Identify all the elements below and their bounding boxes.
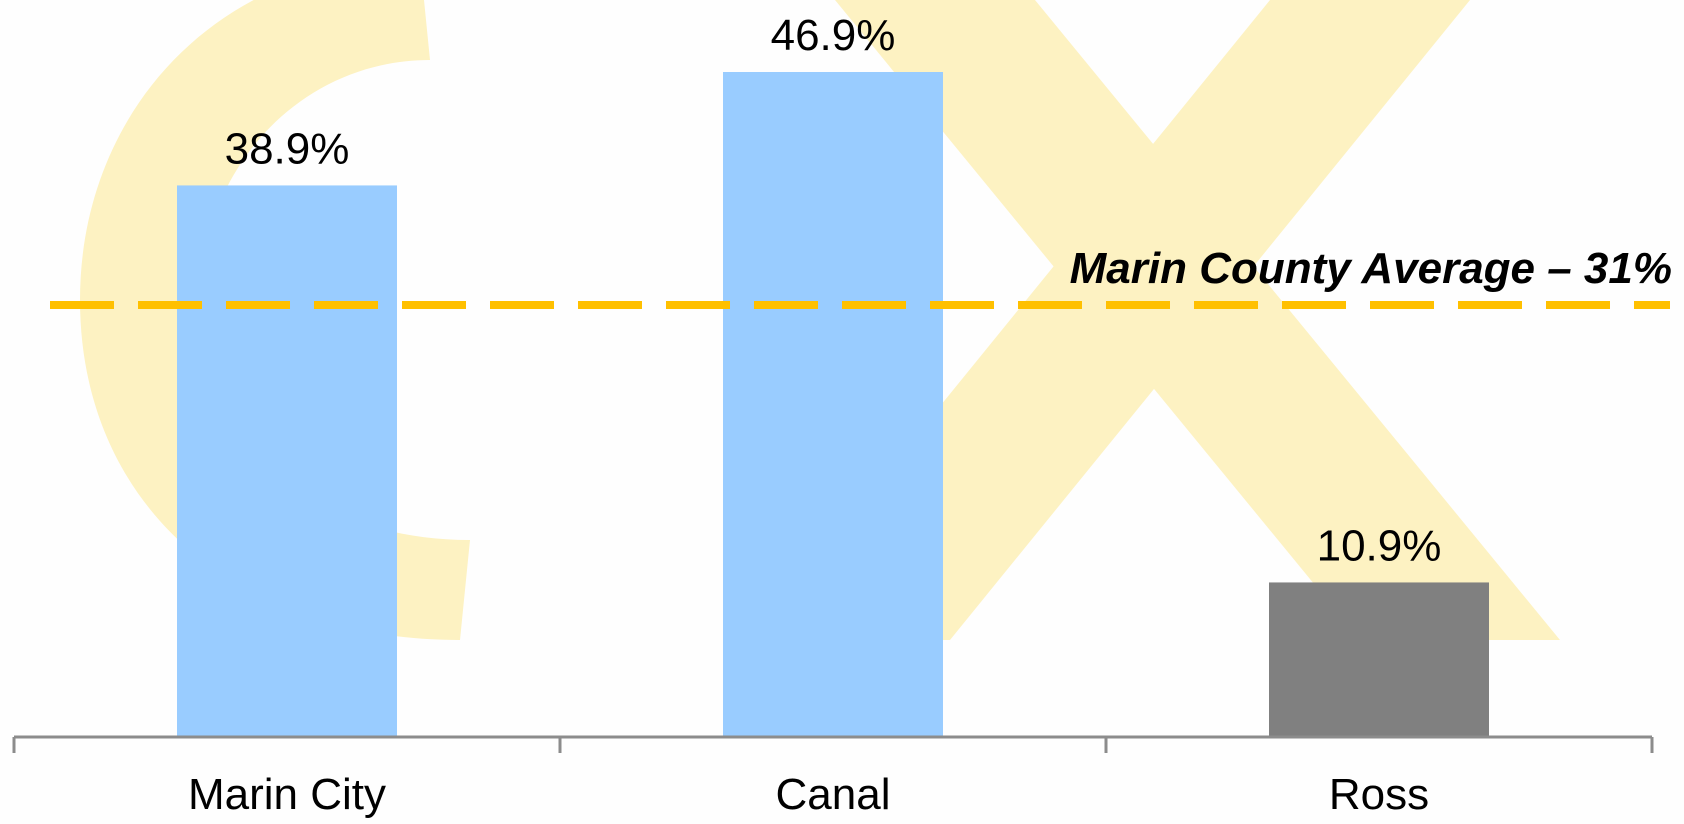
value-label-canal: 46.9% — [771, 11, 896, 60]
value-label-ross: 10.9% — [1317, 521, 1442, 570]
average-reference-label: Marin County Average – 31% — [1070, 244, 1672, 293]
bar-marin-city — [177, 185, 397, 737]
category-label-canal: Canal — [776, 770, 891, 819]
category-label-marin-city: Marin City — [188, 770, 386, 819]
value-label-marin-city: 38.9% — [225, 124, 350, 173]
bar-ross — [1269, 582, 1489, 737]
category-label-ross: Ross — [1329, 770, 1429, 819]
bar-canal — [723, 72, 943, 737]
